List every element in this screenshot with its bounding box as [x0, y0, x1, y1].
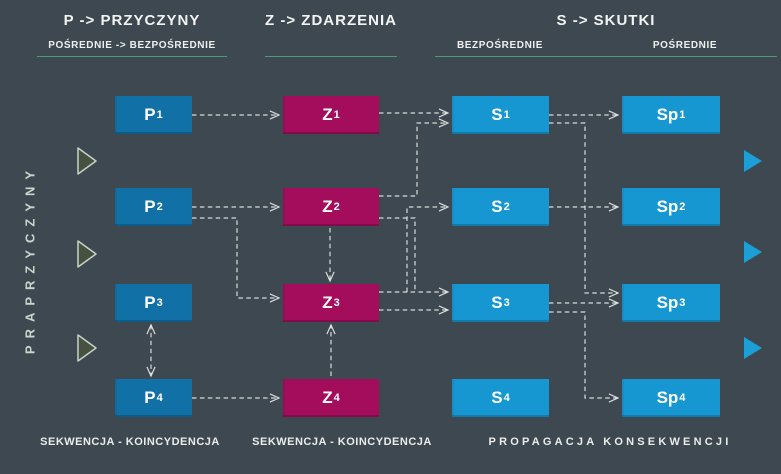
arrowhead-icon: [325, 271, 335, 283]
header-events-title: Z -> ZDARZENIA: [265, 12, 397, 29]
arrowhead-icon: [269, 293, 281, 303]
right-play-icon: [744, 241, 762, 263]
header-effects-title: S -> SKUTKI: [556, 12, 656, 29]
connector-Z3-S2: [406, 206, 448, 292]
arrowhead-icon: [608, 288, 620, 298]
right-play-icon: [744, 337, 762, 359]
header-effects-subtitle-indirect: POŚREDNIE: [652, 40, 718, 51]
arrowhead-icon: [438, 287, 450, 297]
left-chevron-icon: [77, 240, 97, 268]
header-causes-subtitle: POŚREDNIE -> BEZPOŚREDNIE: [48, 40, 216, 51]
connector-Z2-S1: [379, 122, 448, 197]
header-causes-title: P -> PRZYCZYNY: [63, 12, 201, 29]
arrowhead-icon: [608, 110, 620, 120]
arrowhead-icon: [608, 393, 620, 403]
left-chevron-icon: [77, 147, 97, 175]
footer-consequence-propagation: PROPAGACJA KONSEKWENCJI: [488, 436, 732, 448]
node-Sp3: Sp 3: [622, 284, 720, 322]
arrowhead-icon: [438, 108, 450, 118]
arrowhead-icon: [438, 202, 450, 212]
underline-events: [265, 56, 397, 57]
connector-S3-Sp4: [549, 311, 618, 399]
underline-effects: [435, 56, 777, 57]
arrowhead-icon: [438, 305, 450, 315]
arrowhead-icon: [438, 118, 450, 128]
node-Sp1: Sp 1: [622, 96, 720, 134]
arrowhead-icon: [269, 393, 281, 403]
arrowhead-icon: [146, 366, 156, 378]
arrowhead-icon: [326, 323, 336, 335]
footer-sequence-coincidence-causes: SEKWENCJA - KOINCYDENCJA: [40, 436, 220, 448]
arrowhead-icon: [269, 202, 281, 212]
arrowhead-icon: [146, 323, 156, 335]
footer-sequence-coincidence-events: SEKWENCJA - KOINCYDENCJA: [252, 436, 432, 448]
connector-Z2-S3: [379, 217, 416, 292]
left-chevron-icon: [77, 334, 97, 362]
arrowhead-icon: [608, 298, 620, 308]
node-Sp2: Sp 2: [622, 188, 720, 226]
right-play-icon: [744, 150, 762, 172]
connector-S1-Sp3: [549, 122, 618, 294]
underline-causes: [37, 56, 227, 57]
arrowhead-icon: [608, 202, 620, 212]
connector-P2-Z3: [192, 217, 279, 299]
header-effects-subtitle-direct: BEZPOŚREDNIE: [456, 40, 544, 51]
node-Sp4: Sp 4: [622, 379, 720, 417]
arrowhead-icon: [269, 110, 281, 120]
